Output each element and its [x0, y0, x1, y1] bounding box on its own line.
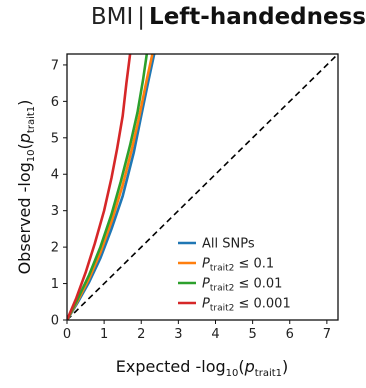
- title-trait2: Left-handedness: [149, 4, 366, 30]
- x-tick-label: 0: [63, 327, 71, 342]
- legend-label: Ptrait2 ≤ 0.001: [202, 297, 291, 314]
- chart-title: BMI | Left-handedness: [0, 4, 366, 30]
- y-tick-label: 1: [51, 277, 59, 292]
- legend: All SNPs Ptrait2 ≤ 0.1 Ptrait2 ≤ 0.01 Ptrai…: [178, 237, 291, 314]
- x-tick-label: 6: [286, 327, 294, 342]
- x-tick-label: 4: [211, 327, 219, 342]
- series-line-4: [67, 54, 132, 320]
- y-axis-label: Observed -log10(ptrait1): [15, 100, 37, 275]
- x-tick-label: 7: [323, 327, 331, 342]
- plot-frame: [66, 53, 339, 321]
- y-tick-label: 4: [51, 168, 59, 183]
- y-tick-label: 0: [51, 314, 59, 329]
- y-tick-label: 3: [51, 204, 59, 219]
- x-tick-label: 3: [174, 327, 182, 342]
- title-separator: |: [137, 4, 146, 30]
- series-line-3: [67, 54, 149, 320]
- y-tick-label: 6: [51, 95, 59, 110]
- y-tick-label: 5: [51, 131, 59, 146]
- y-tick-label: 7: [51, 58, 59, 73]
- legend-label: All SNPs: [202, 237, 255, 252]
- x-tick-label: 1: [100, 327, 108, 342]
- x-tick-label: 2: [137, 327, 145, 342]
- y-tick-label: 2: [51, 241, 59, 256]
- reference-diagonal-line: [67, 54, 338, 320]
- title-trait1: BMI: [90, 4, 134, 30]
- x-tick-label: 5: [248, 327, 256, 342]
- x-axis-label: Expected -log10(ptrait1): [116, 357, 289, 379]
- legend-label: Ptrait2 ≤ 0.01: [202, 277, 282, 294]
- legend-label: Ptrait2 ≤ 0.1: [202, 257, 274, 274]
